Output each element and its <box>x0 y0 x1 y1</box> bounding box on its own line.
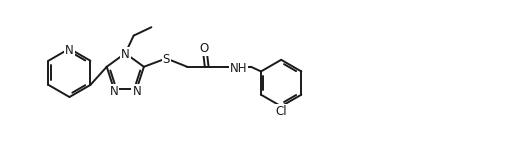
Text: N: N <box>121 48 130 61</box>
Text: N: N <box>109 85 118 98</box>
Text: S: S <box>162 53 170 66</box>
Text: N: N <box>133 85 141 98</box>
Text: N: N <box>65 44 74 57</box>
Text: O: O <box>200 42 209 55</box>
Text: Cl: Cl <box>276 105 287 118</box>
Text: NH: NH <box>230 62 247 75</box>
